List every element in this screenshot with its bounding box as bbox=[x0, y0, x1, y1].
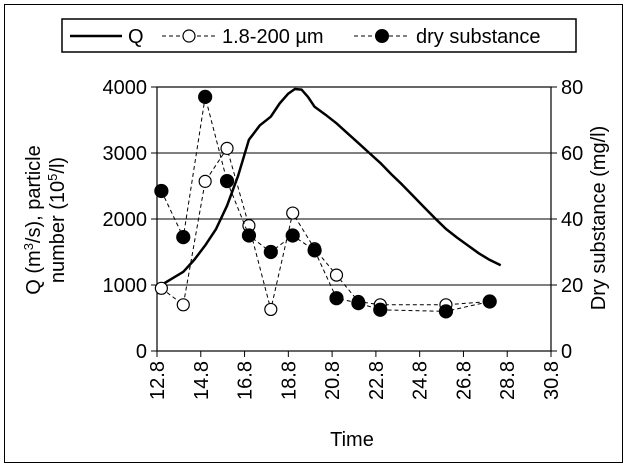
y-tick-label: 1000 bbox=[103, 275, 148, 297]
series-dry-substance-point bbox=[263, 244, 278, 260]
series-dry-substance-line bbox=[160, 96, 490, 312]
legend-label-dry: dry substance bbox=[416, 26, 541, 48]
legend-label-q: Q bbox=[128, 26, 144, 48]
x-tick-label: 26.8 bbox=[453, 361, 475, 400]
series-dry-substance-point bbox=[154, 183, 169, 199]
y-tick-label: 4000 bbox=[103, 77, 148, 99]
series-dry-substance-point bbox=[373, 302, 388, 317]
y2-tick-label: 80 bbox=[561, 77, 583, 99]
series-particles-point bbox=[198, 174, 212, 188]
y2-tick-label: 0 bbox=[561, 341, 572, 363]
legend-swatch-particles-marker bbox=[182, 29, 196, 43]
x-tick-label: 14.8 bbox=[191, 361, 213, 400]
series-dry-substance-point bbox=[285, 228, 300, 243]
series-particles-point bbox=[176, 298, 190, 312]
gridlines bbox=[157, 152, 551, 286]
x-tick-label: 20.8 bbox=[322, 361, 344, 400]
series-dry-substance-point bbox=[176, 230, 191, 245]
x-tick-label: 16.8 bbox=[235, 361, 257, 400]
y2-tick-label: 20 bbox=[561, 275, 583, 297]
legend-box bbox=[61, 18, 577, 53]
series-q-line bbox=[160, 87, 502, 287]
y-tick-label: 3000 bbox=[103, 143, 148, 165]
series-layer bbox=[154, 87, 502, 319]
y-axis-label-line2: number (105/l) bbox=[45, 157, 70, 283]
series-dry-substance-point bbox=[307, 243, 322, 258]
x-tick-label: 18.8 bbox=[278, 361, 300, 400]
x-tick-label: 24.8 bbox=[410, 361, 432, 400]
series-particles-point bbox=[220, 141, 234, 155]
legend-swatch-dry-marker bbox=[375, 29, 389, 43]
x-tick-label: 30.8 bbox=[541, 361, 563, 400]
series-particles-point bbox=[264, 302, 278, 317]
y-tick-label: 0 bbox=[136, 341, 147, 363]
x-tick-label: 12.8 bbox=[147, 361, 169, 400]
series-dry-substance-point bbox=[241, 228, 257, 243]
series-dry-substance-point bbox=[482, 294, 497, 309]
series-dry-substance-point bbox=[438, 304, 454, 319]
series-dry-substance-point bbox=[351, 296, 366, 311]
y2-tick-label: 60 bbox=[561, 143, 583, 165]
series-particles-point bbox=[154, 281, 168, 295]
chart-frame bbox=[4, 4, 623, 463]
y-axis-label-line1: Q (m3/s), particle bbox=[21, 145, 46, 294]
y2-tick-label: 40 bbox=[561, 209, 583, 231]
series-dry-substance-point bbox=[198, 89, 213, 105]
series-particles-point bbox=[286, 206, 300, 220]
series-particles-point bbox=[329, 268, 344, 282]
legend-label-particles: 1.8-200 µm bbox=[222, 26, 324, 48]
series-dry-substance-point bbox=[219, 173, 235, 189]
y-tick-label: 2000 bbox=[103, 209, 148, 231]
x-tick-label: 22.8 bbox=[366, 361, 388, 400]
tick-labels: 0 1000 2000 3000 4000 0 20 40 60 80 12.8 14.8 16.8 18… bbox=[103, 77, 584, 400]
series-dry-substance-point bbox=[329, 291, 344, 306]
y2-axis-label: Dry substance (mg/l) bbox=[588, 126, 610, 311]
x-axis-label: Time bbox=[330, 429, 374, 451]
legend: Q 1.8-200 µm dry substance bbox=[61, 18, 577, 53]
x-tick-label: 28.8 bbox=[497, 361, 519, 400]
